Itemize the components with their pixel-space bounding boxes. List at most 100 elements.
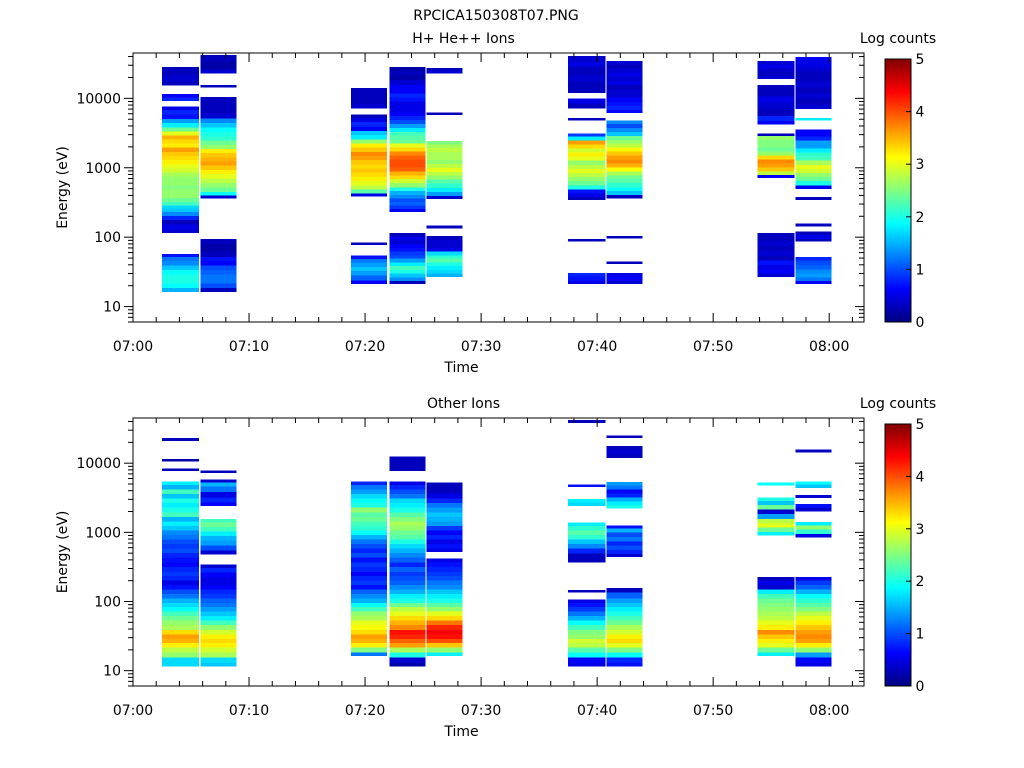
energy-bin	[606, 159, 643, 164]
energy-bin	[200, 598, 237, 603]
energy-bin	[757, 232, 795, 237]
y-tick-label: 100	[94, 230, 121, 246]
energy-bin	[200, 195, 237, 199]
energy-bin	[795, 620, 832, 626]
energy-bin	[426, 160, 463, 165]
energy-bin	[795, 522, 832, 526]
energy-bin	[162, 481, 200, 485]
energy-bin	[568, 629, 606, 635]
energy-bin	[351, 181, 388, 186]
energy-bin	[389, 269, 426, 274]
energy-bin	[426, 589, 463, 594]
energy-bin	[426, 512, 463, 517]
energy-bin	[200, 270, 237, 275]
energy-bin	[757, 625, 795, 630]
energy-bin	[389, 494, 426, 499]
energy-bin	[162, 224, 200, 230]
energy-bin	[568, 160, 606, 165]
energy-bin	[200, 191, 237, 196]
energy-bin	[200, 105, 237, 114]
energy-bin	[351, 598, 388, 603]
energy-bin	[351, 255, 388, 259]
energy-bin	[568, 647, 606, 653]
energy-bin	[389, 266, 426, 270]
energy-bin	[200, 187, 237, 192]
energy-bin	[426, 629, 463, 635]
energy-bin	[351, 258, 388, 263]
energy-bin	[389, 232, 426, 237]
energy-bin	[568, 148, 606, 153]
energy-bin	[200, 251, 237, 257]
energy-bin	[351, 521, 388, 526]
energy-bin	[351, 534, 388, 540]
energy-bin	[162, 598, 200, 603]
energy-bin	[200, 288, 237, 292]
energy-bin	[200, 274, 237, 280]
energy-bin	[426, 616, 463, 621]
energy-bin	[426, 112, 463, 116]
energy-bin	[606, 135, 643, 140]
energy-bin	[351, 271, 388, 276]
colorbar-tick-label: 4	[916, 469, 925, 485]
energy-bin	[389, 247, 426, 252]
energy-bin	[795, 129, 832, 133]
energy-bin	[426, 525, 463, 531]
energy-bin	[162, 229, 200, 234]
energy-bin	[795, 176, 832, 182]
energy-bin	[426, 643, 463, 648]
energy-bin	[200, 140, 237, 145]
energy-bin	[606, 109, 643, 114]
energy-bin	[426, 225, 463, 229]
energy-bin	[162, 458, 200, 462]
energy-bin	[389, 539, 426, 544]
energy-bin	[389, 589, 426, 594]
energy-bin	[426, 152, 463, 157]
energy-bin	[606, 620, 643, 626]
energy-bin	[389, 187, 426, 192]
x-tick-label: 08:00	[809, 703, 849, 719]
panel-title: H+ He++ Ions	[412, 31, 515, 47]
energy-bin	[162, 185, 200, 190]
energy-bin	[606, 143, 643, 148]
energy-bin	[795, 484, 832, 488]
energy-bin	[162, 552, 200, 558]
energy-bin	[426, 482, 463, 488]
energy-bin	[606, 493, 643, 498]
energy-bin	[162, 176, 200, 182]
x-axis-label: Time	[443, 360, 478, 376]
energy-bin	[757, 133, 795, 137]
energy-bin	[351, 562, 388, 568]
energy-bin	[162, 539, 200, 544]
energy-bin	[200, 97, 237, 101]
energy-bin	[606, 85, 643, 90]
energy-bin	[389, 280, 426, 285]
energy-bin	[795, 223, 832, 227]
energy-bin	[162, 657, 200, 663]
energy-bin	[389, 236, 426, 241]
energy-bin	[568, 193, 606, 197]
energy-bin	[606, 501, 643, 506]
energy-bin	[795, 625, 832, 630]
energy-bin	[426, 539, 463, 544]
energy-bin	[606, 89, 643, 94]
energy-bin	[795, 160, 832, 165]
energy-bin	[200, 127, 237, 133]
energy-bin	[351, 544, 388, 549]
energy-bin	[795, 280, 832, 285]
energy-bin	[426, 175, 463, 180]
energy-bin	[606, 280, 643, 285]
energy-bin	[389, 179, 426, 184]
energy-bin	[795, 235, 832, 239]
energy-bin	[162, 525, 200, 531]
energy-bin	[426, 558, 463, 563]
y-tick-label: 1000	[85, 525, 121, 541]
energy-bin	[568, 602, 606, 608]
energy-bin	[606, 101, 643, 106]
energy-bin	[162, 530, 200, 535]
energy-bin	[162, 114, 200, 120]
energy-bin	[568, 196, 606, 200]
energy-bin	[351, 87, 388, 93]
energy-bin	[162, 468, 200, 472]
colorbar-tick-label: 0	[916, 679, 925, 695]
energy-bin	[351, 275, 388, 281]
